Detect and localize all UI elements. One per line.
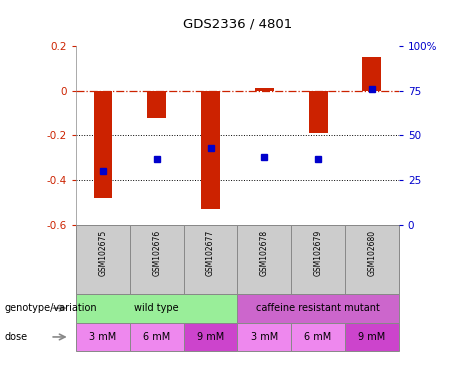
Bar <box>94 91 112 198</box>
Bar <box>237 225 291 294</box>
Text: GSM102680: GSM102680 <box>367 230 376 276</box>
Bar <box>76 225 130 294</box>
Bar <box>345 323 399 351</box>
Text: 3 mM: 3 mM <box>89 332 117 342</box>
Bar <box>237 323 291 351</box>
Text: 9 mM: 9 mM <box>358 332 385 342</box>
Bar <box>130 225 183 294</box>
Text: GSM102677: GSM102677 <box>206 230 215 276</box>
Text: GSM102678: GSM102678 <box>260 230 269 276</box>
Bar <box>183 225 237 294</box>
Bar <box>148 91 166 118</box>
Bar <box>237 294 399 323</box>
Bar <box>183 323 237 351</box>
Bar <box>362 57 381 91</box>
Bar <box>76 323 130 351</box>
Bar <box>291 225 345 294</box>
Text: caffeine resistant mutant: caffeine resistant mutant <box>256 303 380 313</box>
Bar <box>309 91 327 133</box>
Text: 6 mM: 6 mM <box>304 332 332 342</box>
Text: 6 mM: 6 mM <box>143 332 171 342</box>
Bar <box>291 323 345 351</box>
Bar <box>130 323 183 351</box>
Text: GSM102679: GSM102679 <box>313 230 323 276</box>
Bar <box>201 91 220 209</box>
Bar <box>345 225 399 294</box>
Text: GSM102675: GSM102675 <box>99 230 107 276</box>
Text: GSM102676: GSM102676 <box>152 230 161 276</box>
Text: 9 mM: 9 mM <box>197 332 224 342</box>
Text: genotype/variation: genotype/variation <box>5 303 97 313</box>
Bar <box>76 294 237 323</box>
Text: wild type: wild type <box>135 303 179 313</box>
Text: dose: dose <box>5 332 28 342</box>
Bar <box>255 88 274 91</box>
Text: 3 mM: 3 mM <box>251 332 278 342</box>
Text: GDS2336 / 4801: GDS2336 / 4801 <box>183 18 292 31</box>
